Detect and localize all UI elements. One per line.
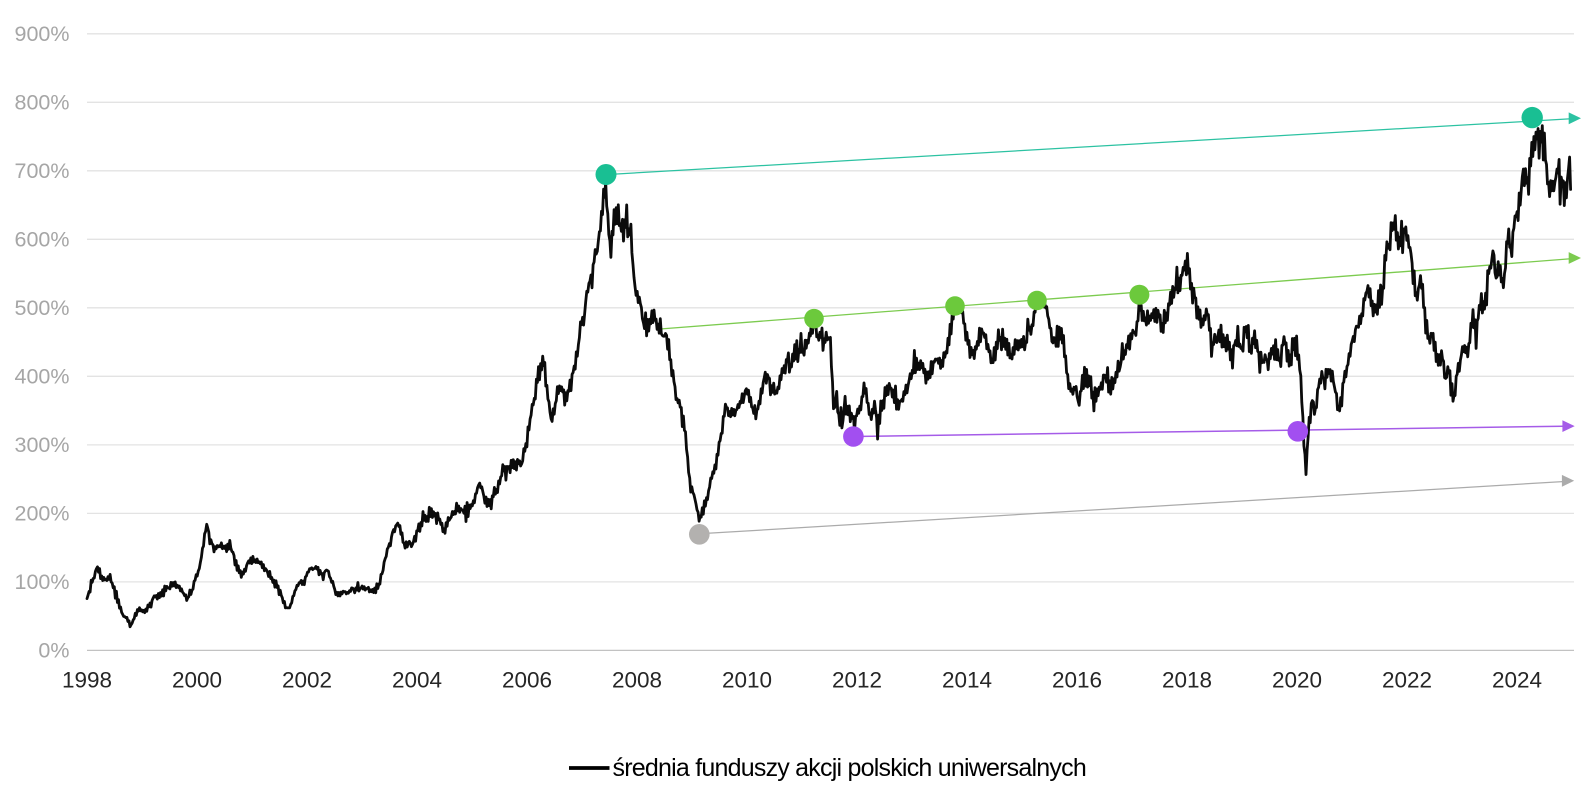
svg-text:100%: 100% [15,570,70,594]
svg-text:2008: 2008 [612,668,662,693]
svg-text:900%: 900% [15,22,70,46]
svg-text:2010: 2010 [722,668,772,693]
svg-text:2012: 2012 [832,668,882,693]
svg-text:2004: 2004 [392,668,442,693]
svg-text:400%: 400% [15,364,70,388]
svg-text:2020: 2020 [1272,668,1322,693]
svg-text:700%: 700% [15,159,70,183]
svg-text:600%: 600% [15,227,70,251]
svg-text:2024: 2024 [1492,668,1542,693]
svg-text:2002: 2002 [282,668,332,693]
svg-text:2006: 2006 [502,668,552,693]
svg-text:2000: 2000 [172,668,222,693]
svg-text:2014: 2014 [942,668,992,693]
svg-text:średnia funduszy akcji polskic: średnia funduszy akcji polskich uniwersa… [613,754,1086,782]
svg-text:0%: 0% [38,638,69,662]
svg-text:2018: 2018 [1162,668,1212,693]
svg-text:800%: 800% [15,90,70,114]
svg-text:2022: 2022 [1382,668,1432,693]
svg-text:300%: 300% [15,433,70,457]
svg-text:200%: 200% [15,501,70,525]
svg-text:500%: 500% [15,296,70,320]
svg-text:2016: 2016 [1052,668,1102,693]
svg-text:1998: 1998 [62,668,112,693]
